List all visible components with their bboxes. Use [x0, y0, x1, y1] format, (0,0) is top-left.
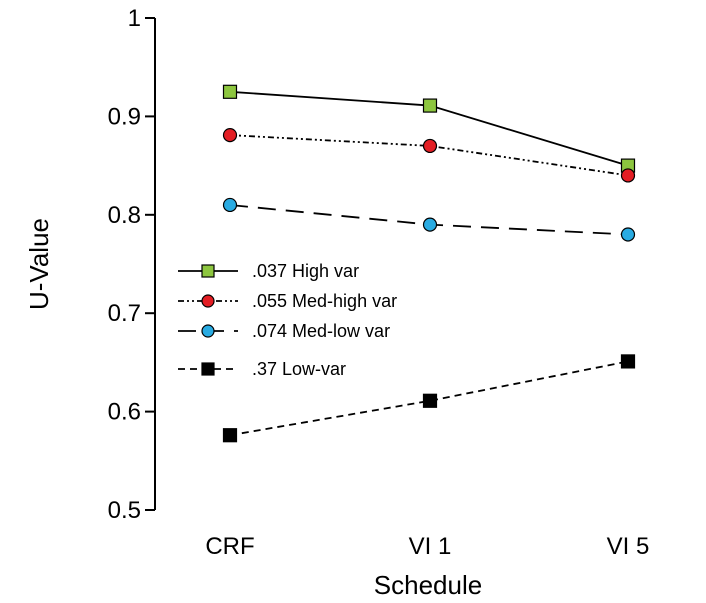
data-point — [222, 127, 238, 143]
data-point — [422, 138, 438, 154]
series-2 — [222, 197, 636, 242]
legend-label: .037 High var — [252, 261, 359, 281]
axes: 0.5 0.6 0.7 0.8 0.9 1 — [108, 5, 156, 524]
legend-swatch-marker — [201, 324, 215, 338]
y-tick-label: 0.9 — [108, 103, 141, 130]
legend-swatch-marker — [201, 294, 215, 308]
x-axis-label: Schedule — [374, 570, 482, 600]
data-point — [222, 428, 238, 443]
data-point — [222, 197, 238, 213]
y-tick-label: 0.5 — [108, 497, 141, 524]
legend-swatch-marker — [201, 362, 215, 376]
x-tick-labels: CRF VI 1 VI 5 — [205, 533, 649, 560]
y-ticks: 0.5 0.6 0.7 0.8 0.9 1 — [108, 5, 155, 524]
legend-label: .37 Low-var — [252, 359, 346, 379]
y-tick-label: 0.8 — [108, 202, 141, 229]
y-tick-label: 0.6 — [108, 399, 141, 426]
data-point — [422, 98, 438, 113]
x-tick-label: VI 5 — [607, 533, 650, 560]
series-1 — [222, 127, 636, 183]
data-point — [422, 217, 438, 232]
y-tick-label: 1 — [128, 5, 141, 32]
legend: .037 High var .055 Med-high var .074 Med-l… — [178, 261, 397, 379]
legend-item: .037 High var — [178, 261, 359, 281]
series-3 — [222, 354, 636, 443]
series-layer — [222, 84, 636, 443]
y-axis-label: U-Value — [24, 218, 54, 310]
x-tick-label: VI 1 — [409, 533, 452, 560]
data-point — [620, 354, 636, 369]
x-tick-label: CRF — [205, 533, 254, 560]
legend-item: .074 Med-low var — [178, 321, 390, 341]
data-point — [620, 168, 636, 183]
legend-label: .055 Med-high var — [252, 291, 397, 311]
legend-item: .055 Med-high var — [178, 291, 397, 311]
legend-item: .37 Low-var — [178, 359, 346, 379]
legend-label: .074 Med-low var — [252, 321, 390, 341]
data-point — [422, 393, 438, 408]
data-point — [222, 84, 238, 99]
legend-swatch-marker — [201, 264, 215, 278]
series-line — [229, 360, 629, 437]
series-0 — [222, 84, 636, 173]
data-point — [620, 227, 636, 242]
y-tick-label: 0.7 — [108, 300, 141, 327]
